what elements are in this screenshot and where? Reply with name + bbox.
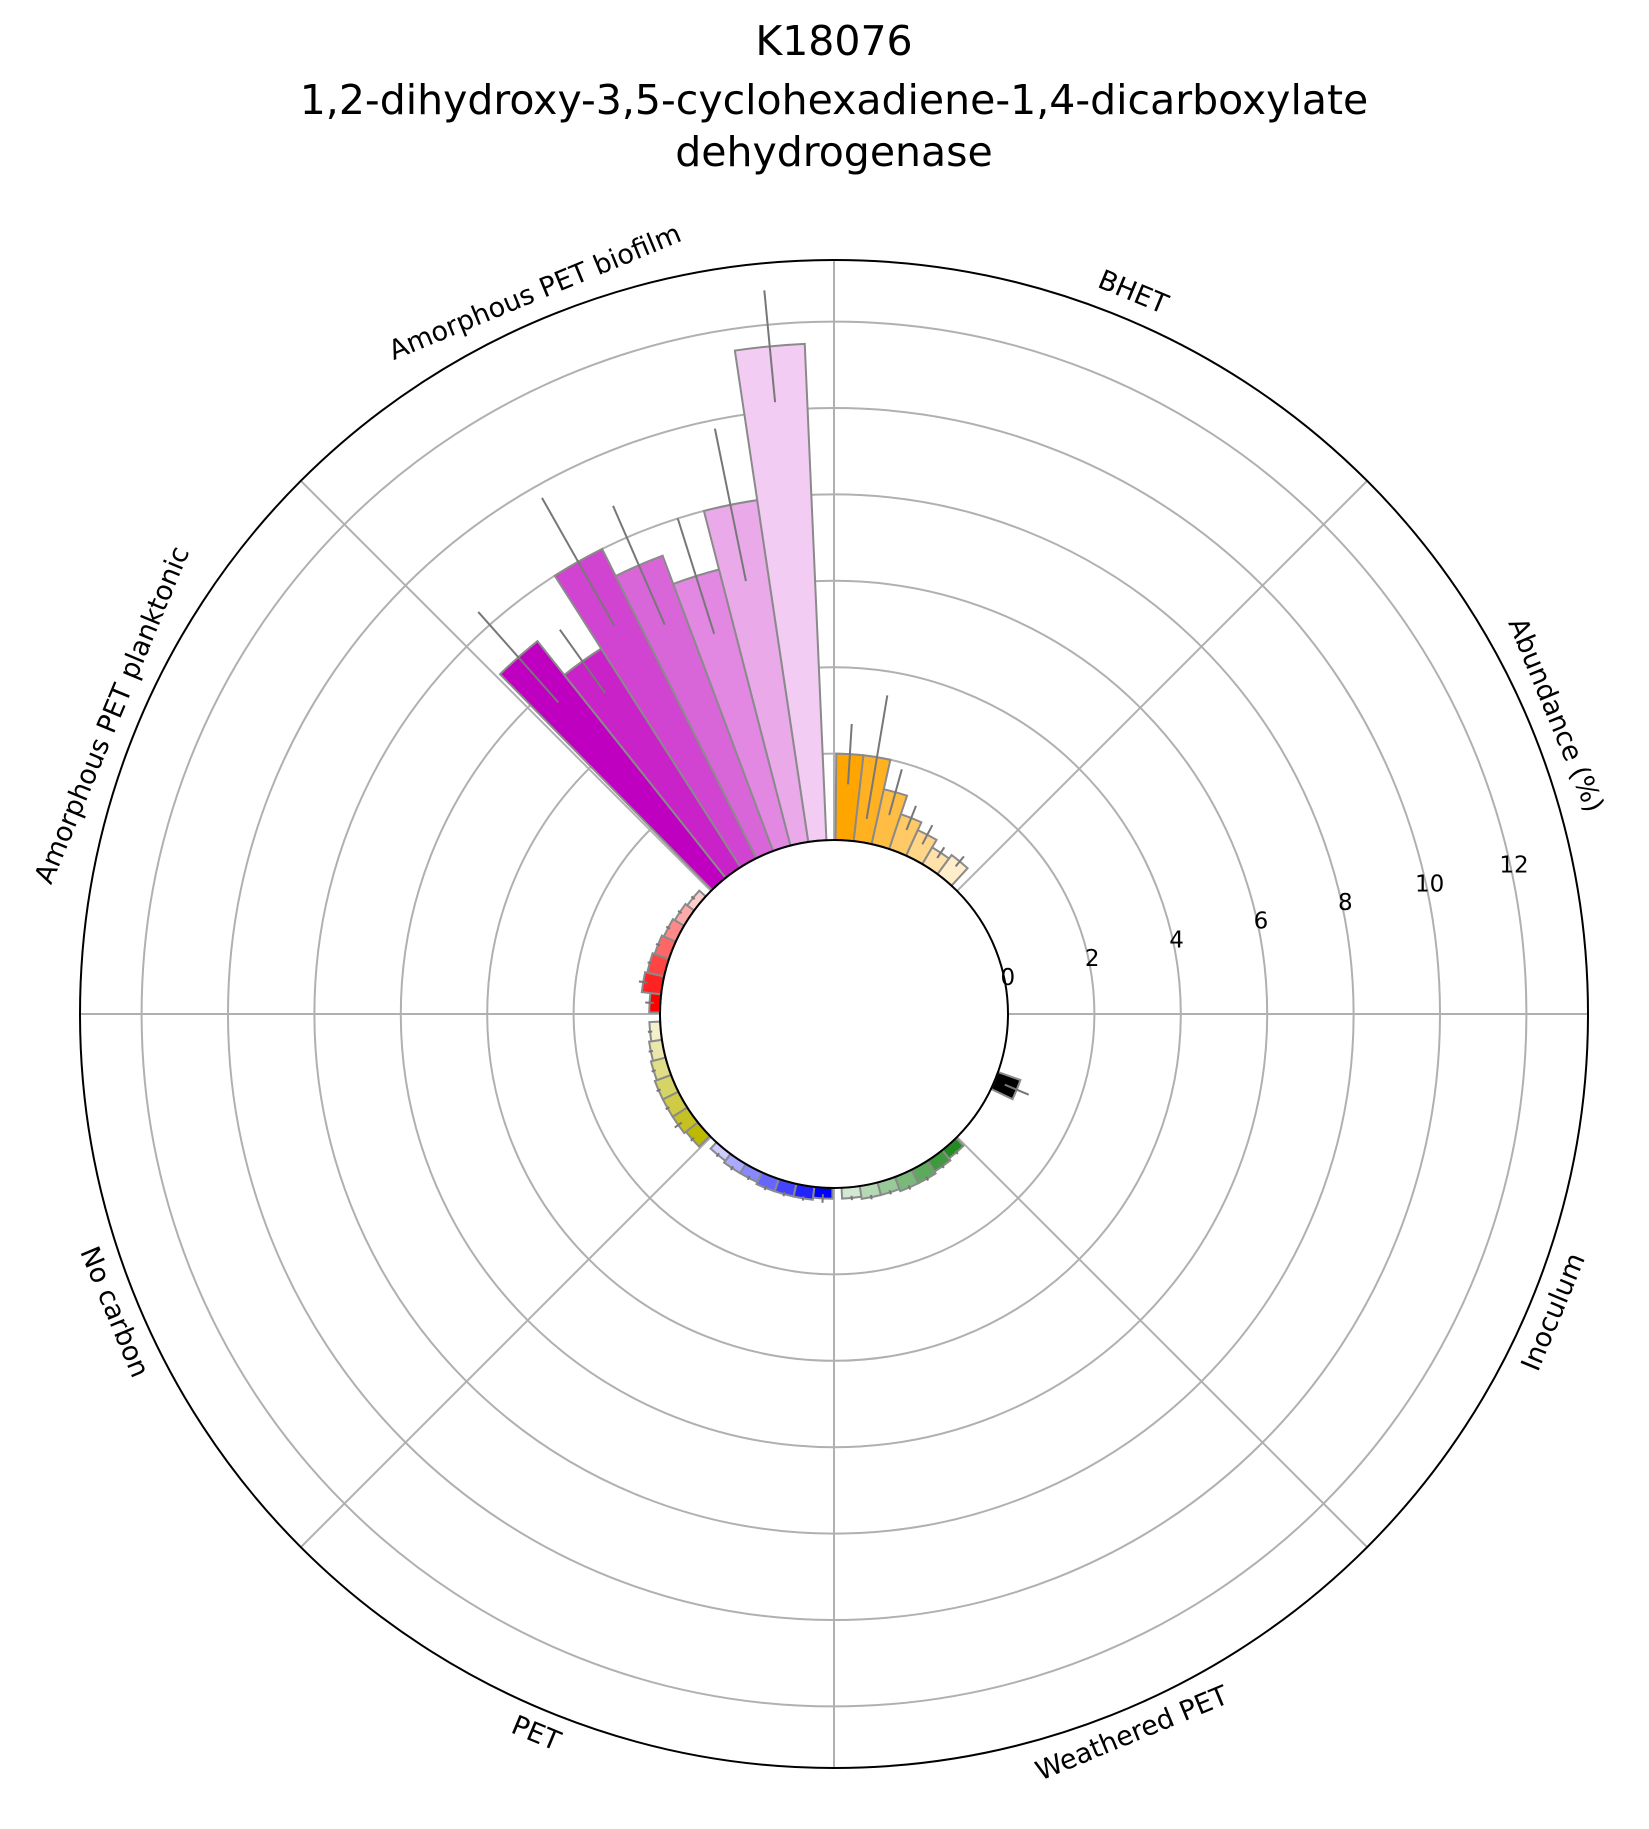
radial-tick-label-10: 10	[1415, 871, 1444, 897]
error-bar	[907, 1185, 912, 1190]
error-bar	[715, 1152, 720, 1158]
category-label-amorphous-pet-planktonic: Amorphous PET planktonic	[29, 542, 196, 888]
error-bar	[801, 1196, 805, 1201]
error-bar	[656, 1088, 661, 1093]
error-bar	[559, 629, 606, 694]
error-bar	[925, 1176, 930, 1181]
error-bar	[746, 1175, 751, 1181]
error-bar	[847, 723, 853, 785]
category-label-bhet: BHET	[1094, 264, 1173, 321]
radial-tick-labels: 0 2 4 6 8 10 12	[1001, 853, 1529, 991]
error-bar	[647, 961, 653, 965]
angular-gridline	[300, 480, 712, 892]
category-label-no-carbon: No carbon	[73, 1242, 155, 1382]
error-bar	[888, 769, 903, 816]
inner-axis-circle	[659, 839, 1009, 1189]
error-bar	[648, 1049, 654, 1053]
error-bar	[905, 805, 917, 831]
radial-tick-label-2: 2	[1085, 946, 1100, 972]
chart-title-line-2: 1,2-dihydroxy-3,5-cyclohexadiene-1,4-dic…	[300, 76, 1369, 124]
error-bar	[665, 1106, 670, 1111]
outer-frame	[79, 259, 1589, 1769]
error-bar	[541, 497, 616, 627]
chart-title-line-1: K18076	[755, 17, 912, 65]
error-bar	[954, 855, 965, 868]
error-bar	[612, 505, 666, 626]
radial-tick-label-12: 12	[1499, 853, 1528, 879]
error-bar	[729, 1165, 735, 1171]
error-bar	[645, 1001, 654, 1004]
error-bar	[676, 518, 716, 635]
angular-gridline	[300, 1136, 712, 1548]
error-bar	[954, 1150, 959, 1155]
error-bar	[940, 1163, 945, 1169]
error-bar	[690, 1137, 695, 1142]
polar-grid	[79, 259, 1589, 1769]
error-bar	[782, 1191, 786, 1197]
radial-tick-label-8: 8	[1338, 890, 1353, 916]
error-bar	[674, 1121, 683, 1129]
error-bar	[1004, 1083, 1030, 1096]
error-bar	[651, 1069, 656, 1073]
radial-tick-label-0: 0	[1001, 965, 1016, 991]
error-bar	[477, 611, 560, 704]
angular-gridline	[956, 1136, 1368, 1548]
error-bar	[677, 909, 683, 915]
error-bar	[763, 290, 777, 403]
category-label-pet: PET	[507, 1710, 565, 1758]
radial-axis-title: Abundance (%)	[1502, 613, 1610, 816]
error-bar	[713, 428, 747, 582]
error-bar	[655, 942, 661, 947]
error-bar	[690, 895, 696, 900]
error-bar	[638, 980, 648, 984]
error-bar	[821, 1194, 824, 1203]
error-bar	[869, 1194, 873, 1200]
radial-tick-label-6: 6	[1254, 909, 1269, 935]
error-bar	[936, 846, 946, 859]
error-bar	[665, 925, 671, 930]
chart-title-line-3: dehydrogenase	[675, 128, 993, 176]
error-bar	[763, 1185, 768, 1191]
radial-tick-label-4: 4	[1169, 927, 1184, 953]
bar-marks	[477, 290, 1030, 1203]
angular-gridline	[956, 480, 1368, 892]
error-bar	[888, 1189, 892, 1195]
error-bar	[865, 695, 889, 820]
error-bar	[921, 824, 934, 845]
category-label-amorphous-pet-biofilm: Amorphous PET biofilm	[384, 218, 685, 367]
